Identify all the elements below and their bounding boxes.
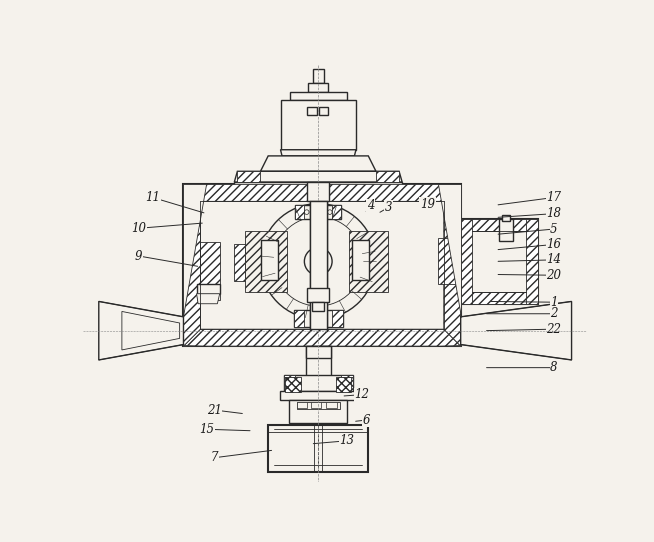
Bar	[309, 377, 328, 420]
Text: 16: 16	[546, 238, 561, 251]
Polygon shape	[184, 184, 200, 346]
Text: 5: 5	[550, 223, 558, 236]
Polygon shape	[99, 301, 184, 360]
Polygon shape	[438, 238, 458, 285]
Circle shape	[260, 204, 376, 319]
Bar	[290, 92, 347, 100]
Polygon shape	[460, 292, 538, 304]
Bar	[197, 294, 220, 300]
Bar	[297, 402, 340, 409]
Text: 10: 10	[131, 222, 146, 235]
Bar	[460, 219, 538, 304]
Polygon shape	[184, 184, 460, 346]
Polygon shape	[460, 219, 472, 304]
Bar	[234, 182, 402, 188]
Bar	[307, 288, 329, 302]
Text: 1: 1	[550, 296, 558, 309]
Polygon shape	[376, 171, 399, 182]
Polygon shape	[438, 345, 460, 346]
Polygon shape	[306, 346, 330, 358]
Bar	[295, 205, 341, 219]
Bar	[308, 83, 328, 92]
Polygon shape	[284, 377, 298, 391]
Polygon shape	[281, 150, 356, 156]
Polygon shape	[122, 312, 180, 350]
Polygon shape	[234, 171, 402, 182]
Text: 20: 20	[546, 269, 561, 282]
Polygon shape	[460, 219, 538, 230]
Text: 19: 19	[420, 198, 435, 211]
Bar	[319, 107, 328, 115]
Bar	[306, 346, 330, 377]
Bar	[297, 402, 307, 408]
Bar	[326, 402, 337, 408]
Text: 15: 15	[199, 423, 214, 436]
Polygon shape	[245, 230, 288, 292]
Bar	[313, 69, 324, 83]
Bar	[502, 215, 510, 221]
Bar	[499, 219, 513, 241]
Polygon shape	[184, 184, 207, 317]
Bar	[280, 391, 356, 400]
Polygon shape	[438, 184, 460, 317]
Bar	[310, 201, 327, 329]
Polygon shape	[184, 329, 460, 346]
Bar	[268, 425, 368, 472]
Bar	[312, 302, 324, 312]
Text: 2: 2	[550, 307, 558, 320]
Text: 9: 9	[135, 249, 143, 262]
Bar	[284, 376, 353, 391]
Polygon shape	[200, 242, 220, 285]
Polygon shape	[294, 310, 304, 327]
Polygon shape	[332, 205, 341, 219]
Circle shape	[304, 248, 332, 275]
Bar	[281, 100, 356, 150]
Text: 7: 7	[211, 451, 218, 464]
Polygon shape	[295, 205, 304, 219]
Polygon shape	[197, 294, 220, 304]
Text: 22: 22	[546, 322, 561, 335]
Bar	[289, 400, 347, 423]
Polygon shape	[526, 219, 538, 304]
Text: 4: 4	[367, 199, 374, 212]
Bar	[261, 240, 278, 280]
Polygon shape	[285, 377, 301, 392]
Polygon shape	[460, 301, 572, 360]
Circle shape	[273, 217, 363, 306]
Text: 8: 8	[550, 361, 558, 374]
Text: 11: 11	[145, 191, 160, 204]
Bar	[307, 182, 329, 201]
Polygon shape	[332, 310, 343, 327]
Text: 21: 21	[207, 403, 222, 416]
Bar	[311, 402, 321, 408]
Polygon shape	[237, 171, 260, 182]
Polygon shape	[339, 377, 353, 391]
Text: 12: 12	[354, 388, 370, 401]
Polygon shape	[349, 230, 388, 292]
Text: 6: 6	[363, 414, 371, 427]
Bar	[197, 285, 220, 294]
Polygon shape	[284, 376, 295, 391]
Text: 14: 14	[546, 253, 561, 266]
Polygon shape	[341, 376, 353, 391]
Polygon shape	[233, 244, 245, 281]
Polygon shape	[336, 377, 351, 392]
Polygon shape	[260, 156, 376, 171]
Text: 17: 17	[546, 191, 561, 204]
Polygon shape	[184, 345, 207, 346]
Text: 3: 3	[385, 201, 392, 214]
Polygon shape	[184, 184, 460, 201]
Text: 13: 13	[339, 434, 354, 447]
Bar	[352, 240, 369, 280]
Bar	[294, 310, 343, 327]
Text: 18: 18	[546, 207, 561, 220]
Bar	[307, 107, 317, 115]
Polygon shape	[444, 184, 460, 346]
Polygon shape	[200, 246, 218, 279]
